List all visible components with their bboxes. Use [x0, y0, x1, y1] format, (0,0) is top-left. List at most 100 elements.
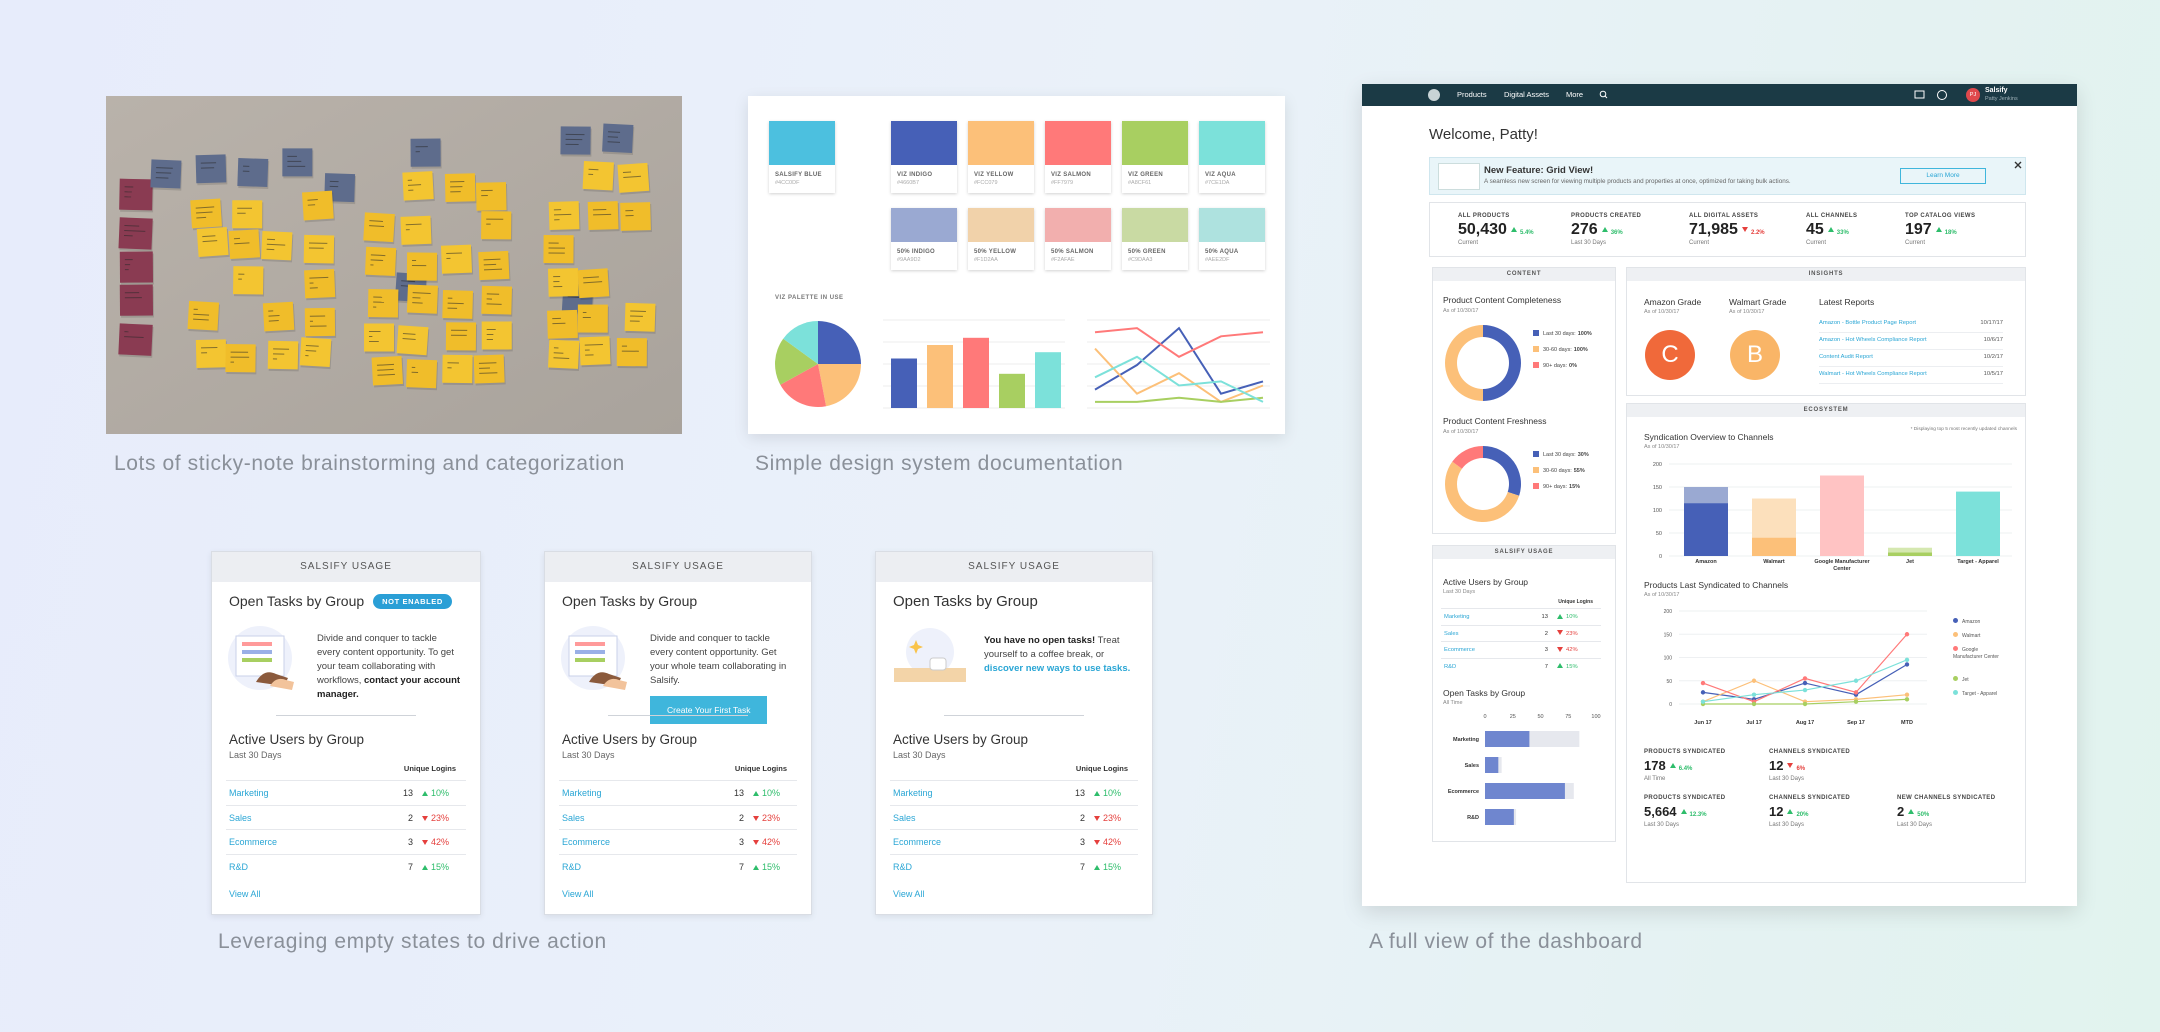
title: Open Tasks by Group — [562, 593, 698, 609]
note-scribble — [583, 276, 599, 279]
stat-value: 12 — [1769, 758, 1784, 773]
note-paper — [478, 250, 510, 281]
group-link[interactable]: Sales — [1444, 630, 1459, 637]
view-all[interactable]: View All — [229, 889, 261, 899]
help-icon[interactable] — [1937, 90, 1947, 100]
swatch-color — [1045, 208, 1111, 242]
report-link[interactable]: Amazon - Hot Wheels Compliance Report — [1819, 337, 1927, 343]
message-link[interactable]: contact your account manager. — [317, 675, 461, 700]
note-scribble — [369, 225, 385, 228]
note-scribble — [402, 333, 416, 335]
trend-arrow — [1787, 763, 1794, 769]
note-scribble — [483, 263, 497, 266]
stat-label[interactable]: NEW CHANNELS SYNDICATED — [1897, 795, 1996, 801]
stat-value-row: 45 33% — [1806, 221, 1857, 239]
stat-value: 2 — [1897, 804, 1905, 819]
group-link[interactable]: R&D — [562, 861, 582, 872]
group-link[interactable]: Marketing — [893, 788, 933, 798]
avatar[interactable]: PJ — [1966, 88, 1980, 102]
stat-label[interactable]: TOP CATALOG VIEWS — [1905, 213, 1976, 219]
learn-more-button[interactable]: Learn More — [1900, 168, 1986, 184]
group-link[interactable]: Marketing — [1444, 614, 1470, 620]
change: 15% — [753, 855, 797, 880]
stat-label[interactable]: ALL PRODUCTS — [1458, 213, 1510, 219]
legend-label: Jet — [1962, 677, 1969, 683]
card-message: Divide and conquer to tackle every conte… — [317, 632, 461, 702]
inbox-icon[interactable] — [1914, 90, 1925, 99]
swatch-name: 50% SALMON — [1051, 249, 1094, 255]
logins: 3 — [407, 837, 413, 847]
sticky-note — [119, 251, 155, 285]
nav-link[interactable]: More — [1566, 90, 1584, 99]
stat-label[interactable]: CHANNELS SYNDICATED — [1769, 749, 1851, 755]
view-all[interactable]: View All — [893, 889, 925, 899]
stat-label[interactable]: PRODUCTS SYNDICATED — [1644, 795, 1726, 801]
stat-value-row: 12 20% — [1769, 803, 1850, 821]
bar — [1485, 731, 1530, 747]
logins: 2 — [1079, 812, 1085, 823]
stat-label[interactable]: PRODUCTS SYNDICATED — [1644, 749, 1726, 755]
search-icon[interactable] — [1599, 90, 1607, 98]
stat-label[interactable]: CHANNELS SYNDICATED — [1769, 795, 1851, 801]
stat: CHANNELS SYNDICATED 12 6% Last 30 Days — [1769, 749, 1850, 782]
group-link[interactable]: Sales — [562, 812, 585, 823]
view-all[interactable]: View All — [562, 889, 594, 899]
users-period: Last 30 Days — [229, 750, 282, 760]
nav-link[interactable]: Products — [1457, 90, 1487, 99]
sticky-note — [304, 307, 337, 339]
legend-swatch — [1533, 451, 1539, 457]
design-system-panel: SALSIFY BLUE #4CC0DF VIZ INDIGO #4660B7 VIZ … — [748, 96, 1285, 434]
x-tick-label: 75 — [1565, 714, 1571, 720]
legend-item: Last 30 days: 100% — [1533, 330, 1592, 337]
legend-item: 90+ days: 15% — [1533, 483, 1580, 490]
close-button[interactable] — [2014, 161, 2022, 169]
note-paper — [371, 355, 404, 386]
group-link[interactable]: Ecommerce — [562, 837, 611, 847]
sticky-note — [304, 269, 337, 301]
swatch: 50% GREEN #C9DAA3 — [1122, 208, 1188, 270]
note-scribble — [369, 220, 383, 222]
group-link[interactable]: Sales — [229, 812, 252, 823]
logins: 7 — [407, 861, 413, 872]
note-paper — [624, 302, 656, 332]
stat-label[interactable]: ALL DIGITAL ASSETS — [1689, 213, 1759, 219]
group-link[interactable]: Sales — [893, 812, 916, 823]
note-paper — [481, 211, 512, 240]
note-paper — [299, 337, 332, 368]
users-title: Active Users by Group — [562, 732, 698, 747]
chart-date: As of 10/30/17 — [1443, 429, 1479, 435]
group-link[interactable]: R&D — [229, 861, 249, 872]
group-link[interactable]: Marketing — [229, 788, 269, 798]
report-link[interactable]: Content Audit Report — [1819, 354, 1873, 360]
note-scribble — [155, 172, 172, 174]
pie-slice — [783, 321, 818, 364]
create-task-button[interactable]: Create Your First Task — [650, 696, 768, 724]
chart-title: Product Content Completeness — [1443, 295, 1562, 305]
message-link[interactable]: discover new ways to use tasks. — [984, 663, 1131, 674]
swatch-name: SALSIFY BLUE — [775, 172, 822, 178]
stat-label[interactable]: PRODUCTS CREATED — [1571, 213, 1642, 219]
nav-link[interactable]: Digital Assets — [1504, 90, 1550, 99]
caption: Leveraging empty states to drive action — [218, 930, 607, 953]
y-tick-label: 0 — [1669, 702, 1672, 708]
group-link[interactable]: Ecommerce — [893, 837, 942, 847]
group-link[interactable]: Marketing — [562, 788, 602, 798]
note-scribble — [588, 168, 599, 171]
caption: Simple design system documentation — [755, 452, 1124, 475]
banner: New Feature: Grid View! A seamless new sc… — [1429, 157, 2026, 195]
report-row-line — [1819, 383, 2003, 384]
swatch-name: 50% YELLOW — [974, 249, 1017, 255]
user-name: Patty Jenkins — [1985, 96, 2018, 102]
note-scribble — [567, 296, 580, 298]
report-link[interactable]: Walmart - Hot Wheels Compliance Report — [1819, 371, 1927, 377]
report-link[interactable]: Amazon - Bottle Product Page Report — [1819, 320, 1916, 326]
group-link[interactable]: R&D — [1444, 663, 1457, 670]
stat-label[interactable]: ALL CHANNELS — [1806, 213, 1858, 219]
group-link[interactable]: Ecommerce — [1444, 647, 1475, 653]
group-link[interactable]: Ecommerce — [229, 837, 278, 847]
sticky-note-photo — [106, 96, 682, 434]
group-link[interactable]: R&D — [893, 861, 913, 872]
sample-bar — [927, 345, 953, 408]
sample-bar — [1035, 352, 1061, 408]
note-paper — [445, 322, 477, 351]
